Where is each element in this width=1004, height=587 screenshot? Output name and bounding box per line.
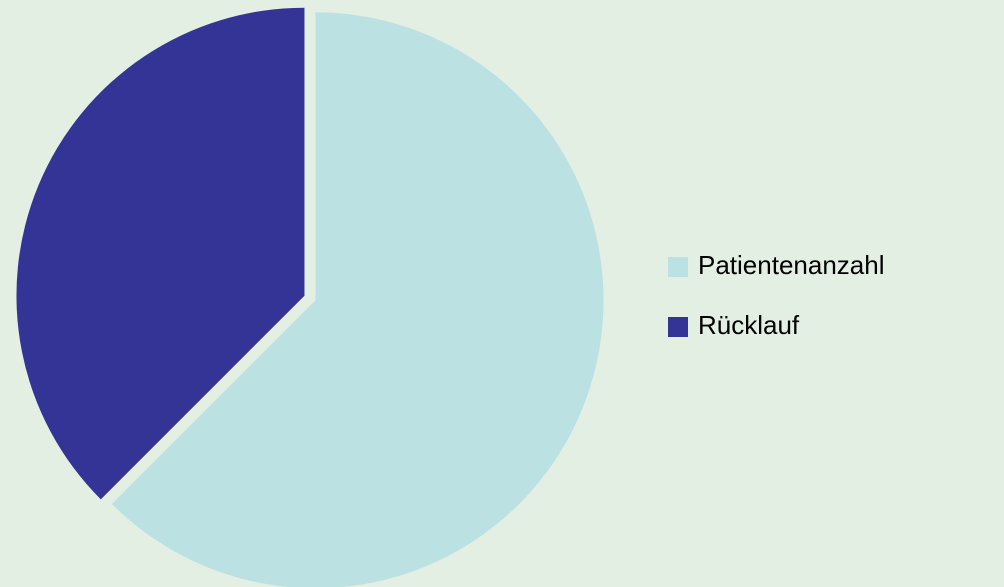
legend-label: Rücklauf	[698, 310, 800, 340]
legend-label: Patientenanzahl	[698, 250, 884, 280]
legend-swatch	[668, 257, 688, 277]
pie-slice	[111, 12, 604, 587]
pie-slice	[16, 7, 305, 500]
legend-swatch	[668, 317, 688, 337]
